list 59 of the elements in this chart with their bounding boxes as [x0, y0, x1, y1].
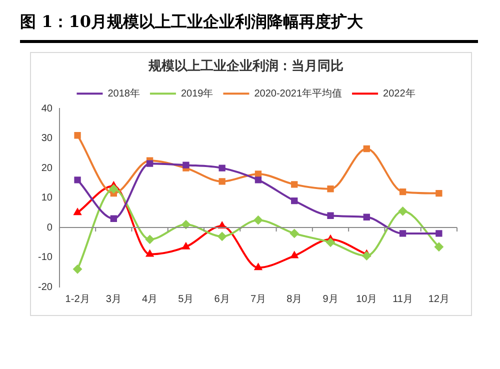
point: [398, 206, 408, 216]
chart-subtitle: 规模以上工业企业利润：当月同比: [148, 58, 344, 74]
x-tick-label: 8月: [286, 294, 302, 305]
point: [182, 242, 190, 250]
point: [218, 164, 226, 172]
y-tick-label: -10: [38, 252, 53, 264]
legend-label: 2018年: [108, 87, 140, 100]
point: [436, 230, 442, 237]
y-tick-label: 20: [41, 162, 53, 174]
x-tick-label: 7月: [250, 294, 266, 305]
x-tick-label: 11月: [392, 294, 413, 305]
point: [399, 230, 406, 237]
point: [218, 232, 227, 241]
point: [182, 162, 190, 168]
point: [254, 263, 262, 270]
chart-title: 图 1：10月规模以上工业企业利润降幅再度扩大: [20, 12, 363, 33]
point: [291, 197, 298, 204]
point: [218, 178, 226, 185]
point: [146, 250, 154, 257]
point: [290, 251, 298, 258]
y-tick-label: 0: [46, 222, 53, 234]
point: [109, 184, 118, 194]
x-tick-label: 4月: [142, 294, 158, 305]
point: [326, 238, 336, 247]
legend-label: 2020-2021年平均值: [254, 87, 342, 100]
point: [110, 215, 117, 222]
point: [145, 234, 154, 244]
point: [363, 145, 370, 152]
point: [254, 176, 262, 184]
point: [74, 176, 81, 184]
legend-label: 2019年: [180, 87, 214, 100]
point: [73, 264, 82, 274]
y-tick-label: -20: [38, 282, 53, 293]
x-tick-label: 5月: [178, 294, 194, 305]
point: [74, 208, 82, 216]
point: [146, 160, 154, 167]
point: [291, 181, 298, 188]
point: [363, 214, 370, 220]
point: [181, 220, 190, 230]
x-tick-label: 3月: [106, 294, 122, 305]
point: [327, 212, 334, 219]
point: [290, 228, 299, 238]
x-tick-label: 12月: [428, 294, 450, 305]
y-tick-label: 30: [41, 133, 53, 144]
x-tick-label: 10月: [356, 294, 378, 305]
point: [327, 186, 334, 192]
legend-label: 2022年: [383, 87, 416, 100]
point: [362, 251, 372, 260]
y-tick-label: 40: [41, 103, 53, 114]
point: [254, 170, 262, 178]
x-tick-label: 9月: [322, 294, 338, 305]
point: [399, 188, 406, 196]
point: [74, 132, 81, 139]
x-tick-label: 1-2月: [65, 294, 90, 305]
y-tick-label: 10: [41, 192, 53, 204]
point: [436, 190, 442, 197]
point: [434, 242, 444, 252]
x-tick-label: 6月: [214, 294, 230, 305]
point: [254, 216, 263, 225]
